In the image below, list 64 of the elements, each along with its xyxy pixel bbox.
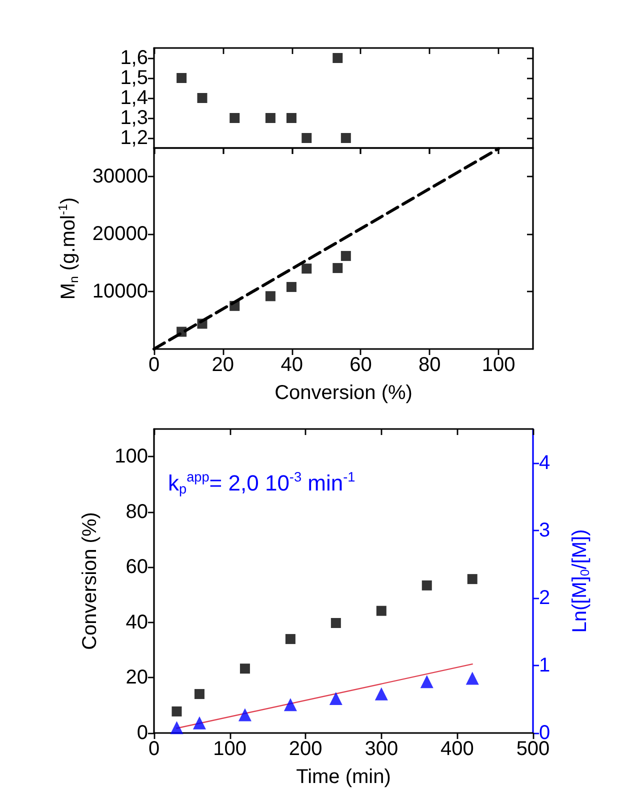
point xyxy=(240,664,250,674)
x-tick-label: 100 xyxy=(482,354,516,376)
y2-tick-label: 3 xyxy=(539,519,550,542)
point xyxy=(376,606,386,616)
y-tick-label: 100 xyxy=(114,446,148,468)
y-tick-label: 1,3 xyxy=(120,107,148,129)
x-tick-label: 300 xyxy=(364,738,398,760)
point xyxy=(197,318,208,329)
y-tick-label: 1,2 xyxy=(120,127,148,149)
point xyxy=(238,708,252,722)
y-tick-label: 1,5 xyxy=(120,67,148,89)
point xyxy=(172,706,182,716)
point xyxy=(197,93,208,103)
x-tick-label: 200 xyxy=(288,738,322,760)
point xyxy=(192,716,206,730)
point xyxy=(230,300,240,311)
y2-tick-label: 4 xyxy=(539,452,550,474)
point xyxy=(332,263,343,274)
x-axis-title: Time (min) xyxy=(296,766,391,788)
y-axis-title: Conversion (%) xyxy=(79,512,101,650)
y-tick-label: 40 xyxy=(126,611,148,634)
point xyxy=(340,133,351,143)
point xyxy=(230,113,240,123)
point xyxy=(286,282,296,292)
point xyxy=(374,687,388,700)
y-tick-label: 10000 xyxy=(92,280,148,303)
y-tick-label: 20000 xyxy=(92,223,148,246)
y-tick-label: 80 xyxy=(126,500,148,523)
x-tick-label: 400 xyxy=(440,738,474,760)
y2-tick-label: 2 xyxy=(539,586,550,609)
point xyxy=(170,721,184,734)
point xyxy=(466,672,479,685)
y2-tick-label: 1 xyxy=(539,654,550,676)
y-tick-label: 30000 xyxy=(92,166,148,188)
point xyxy=(467,574,478,584)
y-tick-label: 20 xyxy=(126,666,148,689)
point xyxy=(302,264,312,274)
x-tick-label: 100 xyxy=(213,738,246,760)
y-tick-label: 60 xyxy=(126,556,148,578)
x-axis-title: Conversion (%) xyxy=(274,382,412,404)
point xyxy=(176,326,187,337)
y2-axis-title: Ln([M]0/[M]) xyxy=(569,529,592,633)
y-axis-title: Mn (g.mol-1) xyxy=(56,197,81,300)
point xyxy=(284,698,297,712)
point xyxy=(340,250,351,261)
point xyxy=(329,692,342,706)
point xyxy=(194,689,204,700)
point xyxy=(285,634,296,644)
point xyxy=(422,580,432,590)
point xyxy=(330,618,341,628)
point xyxy=(176,73,187,83)
point xyxy=(265,291,276,302)
point xyxy=(265,113,276,123)
y-tick-label: 1,4 xyxy=(120,87,148,109)
point xyxy=(420,675,434,688)
x-tick-label: 20 xyxy=(212,354,234,376)
x-tick-label: 80 xyxy=(418,354,441,376)
point xyxy=(286,113,296,123)
y-tick-label: 1,6 xyxy=(120,47,148,69)
point xyxy=(332,53,343,63)
x-tick-label: 40 xyxy=(280,354,303,376)
y-tick-label: 0 xyxy=(136,722,148,744)
x-tick-label: 60 xyxy=(350,354,372,376)
point xyxy=(302,133,312,143)
